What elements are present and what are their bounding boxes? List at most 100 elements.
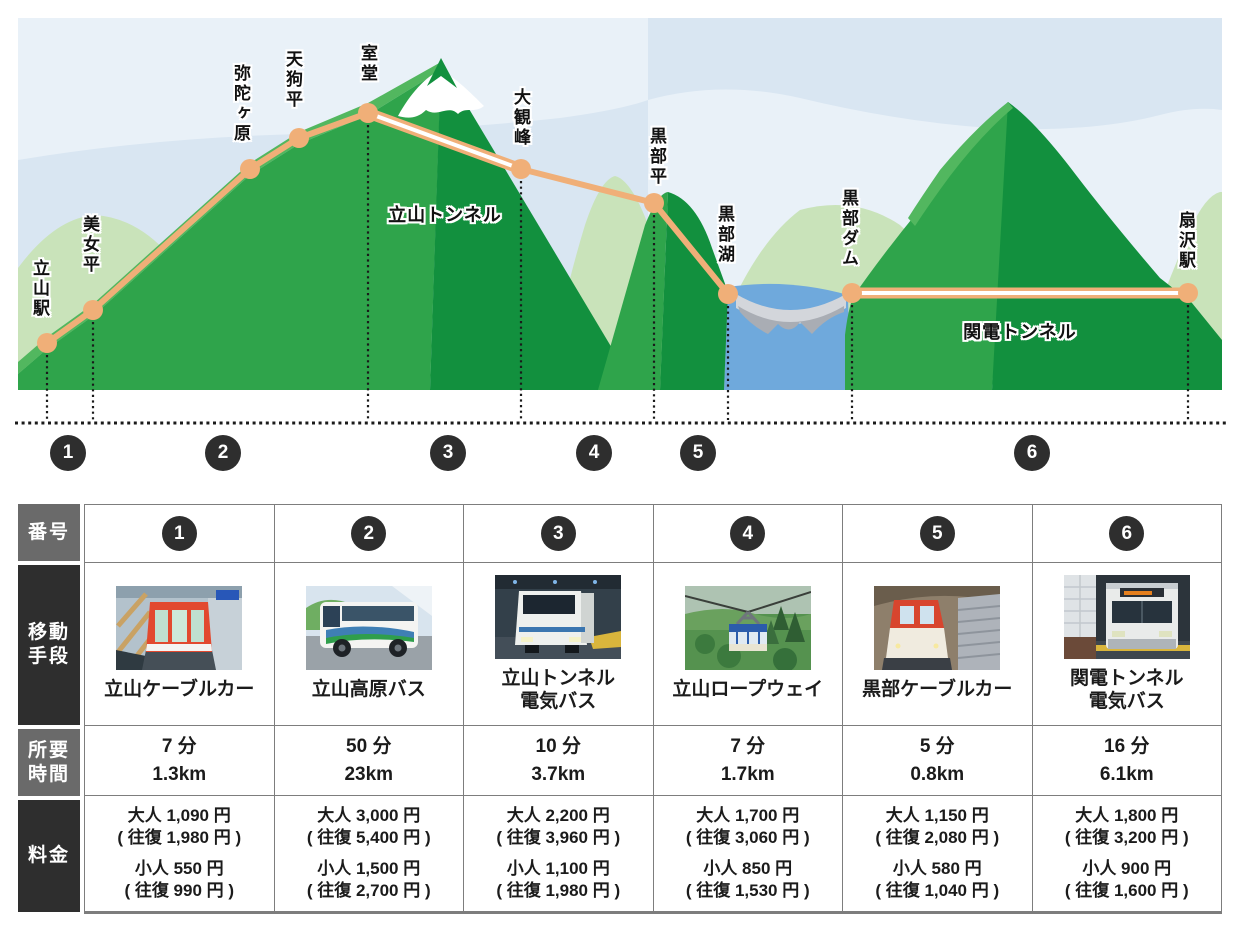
kurobe-dam-structure — [736, 294, 846, 334]
station-label-kurobe-dam: 黒部ダム — [839, 189, 858, 269]
fare-cell-4: 大人 1,700 円( 往復 3,060 円 ) 小人 850 円 ( 往復 1,… — [653, 796, 842, 911]
station-label-murodo: 室堂 — [358, 44, 377, 84]
mountain-tateyama — [18, 58, 637, 390]
fare-child-2: 小人 1,500 円 — [317, 859, 421, 878]
photo-tateyama-cable-car — [116, 586, 243, 671]
route-number-5: 5 — [680, 435, 716, 471]
time-cell-6: 16 分 6.1km — [1032, 726, 1221, 795]
route-number-4: 4 — [576, 435, 612, 471]
photo-kanden-tunnel-electric-bus — [1063, 574, 1190, 659]
table-number-1: 1 — [161, 516, 197, 551]
route-number-2: 2 — [205, 435, 241, 471]
time-cell-3: 10 分 3.7km — [464, 726, 653, 795]
distance-2: 23km — [344, 763, 394, 785]
fare-child-1: 小人 550 円 — [134, 859, 224, 878]
fare-child-rt-2: ( 往復 2,700 円 ) — [306, 881, 431, 901]
station-label-tengudaira: 天狗平 — [283, 50, 302, 110]
tateyama-tunnel-label: 立山トンネル — [388, 205, 502, 225]
photo-kurobe-cable-car — [874, 586, 1001, 671]
transport-fare-table: 番号 移動 手段 所要 時間 料金 1 2 3 4 5 6 — [18, 504, 1222, 914]
time-5: 5 分 — [919, 735, 955, 757]
time-cell-4: 7 分 1.7km — [653, 726, 842, 795]
fare-cell-6: 大人 1,800 円( 往復 3,200 円 ) 小人 900 円 ( 往復 1,… — [1032, 796, 1221, 911]
fare-adult-rt-4: ( 往復 3,060 円 ) — [685, 827, 810, 847]
transport-cell-1: 立山ケーブルカー — [85, 563, 274, 725]
distance-3: 3.7km — [531, 763, 586, 785]
transport-name-1: 立山ケーブルカー — [104, 679, 255, 701]
fare-cell-5: 大人 1,150 円( 往復 2,080 円 ) 小人 580 円 ( 往復 1,… — [843, 796, 1032, 911]
fare-adult-rt-5: ( 往復 2,080 円 ) — [875, 827, 1000, 847]
fare-child-4: 小人 850 円 — [703, 859, 793, 878]
mountain-kurobedaira — [598, 192, 728, 390]
transport-cell-6: 関電トンネル 電気バス — [1032, 563, 1221, 725]
fare-child-rt-4: ( 往復 1,530 円 ) — [685, 881, 810, 901]
table-number-5: 5 — [919, 516, 955, 551]
photo-tateyama-tunnel-electric-bus — [495, 574, 622, 659]
station-label-bijodaira: 美女平 — [80, 215, 99, 275]
transport-cell-4: 立山ロープウェイ — [653, 563, 842, 725]
photo-tateyama-ropeway — [684, 586, 811, 671]
fare-child-rt-1: ( 往復 990 円 ) — [124, 881, 235, 901]
fare-adult-3: 大人 2,200 円 — [506, 805, 610, 825]
fare-adult-1: 大人 1,090 円 — [127, 805, 231, 825]
station-label-kurobedaira: 黒部平 — [647, 127, 666, 187]
transport-name-6: 関電トンネル 電気バス — [1069, 667, 1184, 712]
fare-adult-6: 大人 1,800 円 — [1075, 805, 1179, 825]
table-number-4: 4 — [730, 516, 766, 551]
transport-cell-2: 立山高原バス — [274, 563, 463, 725]
fare-adult-rt-1: ( 往復 1,980 円 ) — [117, 827, 242, 847]
number-cell-1: 1 — [85, 505, 274, 562]
time-2: 50 分 — [346, 735, 392, 757]
time-6: 16 分 — [1104, 735, 1150, 757]
fare-child-3: 小人 1,100 円 — [506, 859, 610, 878]
distance-5: 0.8km — [910, 763, 965, 785]
transport-cell-3: 立山トンネル 電気バス — [464, 563, 653, 725]
fare-cell-1: 大人 1,090 円( 往復 1,980 円 ) 小人 550 円 ( 往復 99… — [85, 796, 274, 911]
fare-adult-4: 大人 1,700 円 — [696, 805, 800, 825]
fare-adult-5: 大人 1,150 円 — [885, 805, 989, 825]
time-3: 10 分 — [535, 735, 581, 757]
table-grid: 1 2 3 4 5 6 立山ケーブルカー — [84, 504, 1222, 914]
station-label-kurobeko: 黒部湖 — [715, 205, 734, 265]
fare-child-6: 小人 900 円 — [1082, 859, 1172, 878]
row-header-number: 番号 — [18, 504, 80, 561]
tateyama-tunnel-line — [366, 111, 523, 171]
fare-child-rt-3: ( 往復 1,980 円 ) — [496, 881, 621, 901]
kanden-tunnel-label: 関電トンネル — [963, 322, 1077, 342]
route-number-6: 6 — [1014, 435, 1050, 471]
route-station-dots — [37, 103, 1198, 353]
row-header-transport: 移動 手段 — [18, 565, 80, 725]
transport-cell-5: 黒部ケーブルカー — [843, 563, 1032, 725]
number-cell-5: 5 — [843, 505, 1032, 562]
fare-adult-2: 大人 3,000 円 — [317, 805, 421, 825]
photo-tateyama-highland-bus — [305, 586, 432, 671]
fare-cell-2: 大人 3,000 円( 往復 5,400 円 ) 小人 1,500 円 ( 往復 … — [274, 796, 463, 911]
distance-4: 1.7km — [720, 763, 775, 785]
table-number-3: 3 — [540, 516, 576, 551]
fare-child-rt-5: ( 往復 1,040 円 ) — [875, 881, 1000, 901]
transport-name-5: 黒部ケーブルカー — [862, 679, 1013, 701]
route-number-3: 3 — [430, 435, 466, 471]
time-cell-5: 5 分 0.8km — [843, 726, 1032, 795]
table-number-2: 2 — [351, 516, 387, 551]
fare-adult-rt-3: ( 往復 3,960 円 ) — [496, 827, 621, 847]
transport-name-2: 立山高原バス — [311, 679, 426, 701]
transport-name-3: 立山トンネル 電気バス — [501, 667, 616, 712]
fare-adult-rt-2: ( 往復 5,400 円 ) — [306, 827, 431, 847]
mountain-kanden — [845, 102, 1222, 390]
fare-child-5: 小人 580 円 — [892, 859, 982, 878]
time-cell-2: 50 分 23km — [274, 726, 463, 795]
distance-6: 6.1km — [1099, 763, 1154, 785]
snow-cap — [398, 70, 484, 118]
number-cell-3: 3 — [464, 505, 653, 562]
route-number-1: 1 — [50, 435, 86, 471]
number-cell-4: 4 — [653, 505, 842, 562]
station-label-tateyama-sta: 立山駅 — [30, 259, 49, 319]
station-label-daikanbo: 大観峰 — [511, 88, 530, 148]
time-cell-1: 7 分 1.3km — [85, 726, 274, 795]
fare-child-rt-6: ( 往復 1,600 円 ) — [1064, 881, 1189, 901]
route-profile-illustration — [15, 18, 1226, 425]
station-label-midagahara: 弥陀ヶ原 — [231, 64, 250, 144]
time-1: 7 分 — [161, 735, 197, 757]
